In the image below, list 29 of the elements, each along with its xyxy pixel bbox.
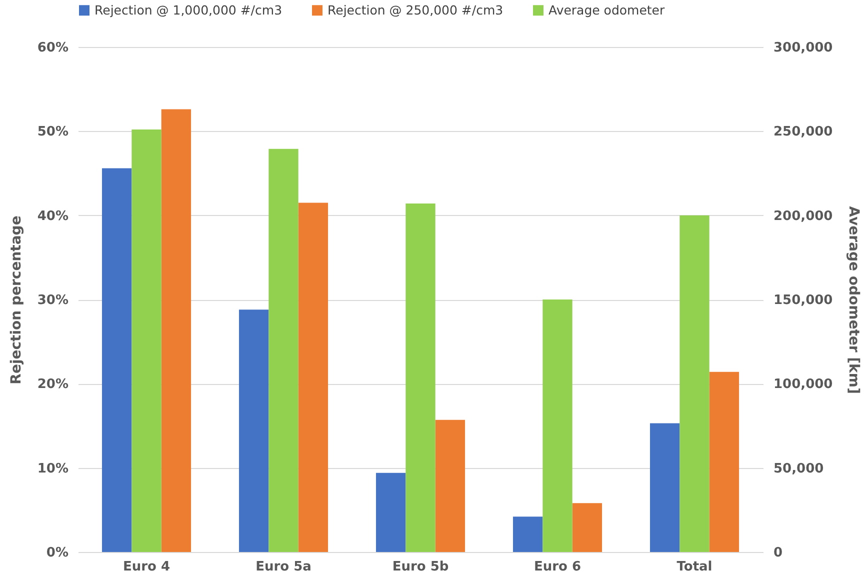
y2-tick-label: 100,000: [774, 377, 833, 392]
x-tick-label: Euro 5a: [256, 560, 312, 574]
legend-label: Rejection @ 250,000 #/cm3: [328, 2, 504, 18]
y2-tick-label: 50,000: [774, 461, 824, 476]
legend-label: Average odometer: [548, 2, 666, 18]
y-axis-title: Rejection percentage: [8, 216, 24, 384]
y2-tick-label: 300,000: [774, 40, 833, 56]
legend-label: Rejection @ 1,000,000 #/cm3: [94, 2, 282, 18]
y2-tick-label: 200,000: [774, 208, 833, 224]
x-tick-label: Euro 4: [122, 560, 170, 574]
bar: [542, 300, 572, 552]
y2-tick-label: 250,000: [774, 124, 833, 140]
y2-tick-label: 150,000: [774, 293, 833, 308]
y-tick-label: 40%: [37, 208, 68, 224]
y-tick-label: 60%: [37, 40, 68, 56]
bar: [572, 503, 602, 552]
x-tick-label: Euro 5b: [392, 560, 449, 574]
y-tick-label: 10%: [37, 461, 68, 476]
x-tick-label: Euro 6: [534, 560, 582, 574]
y-tick-label: 50%: [37, 124, 68, 140]
y-tick-label: 20%: [37, 377, 68, 392]
y2-axis-title: Average odometer [km]: [846, 206, 862, 394]
bar: [406, 204, 436, 552]
y2-tick-label: 0: [774, 546, 783, 560]
x-tick-label: Total: [676, 560, 712, 574]
bar: [512, 516, 543, 552]
y-tick-label: 0%: [46, 546, 68, 560]
bar: [376, 472, 406, 552]
y-tick-label: 30%: [37, 293, 68, 308]
